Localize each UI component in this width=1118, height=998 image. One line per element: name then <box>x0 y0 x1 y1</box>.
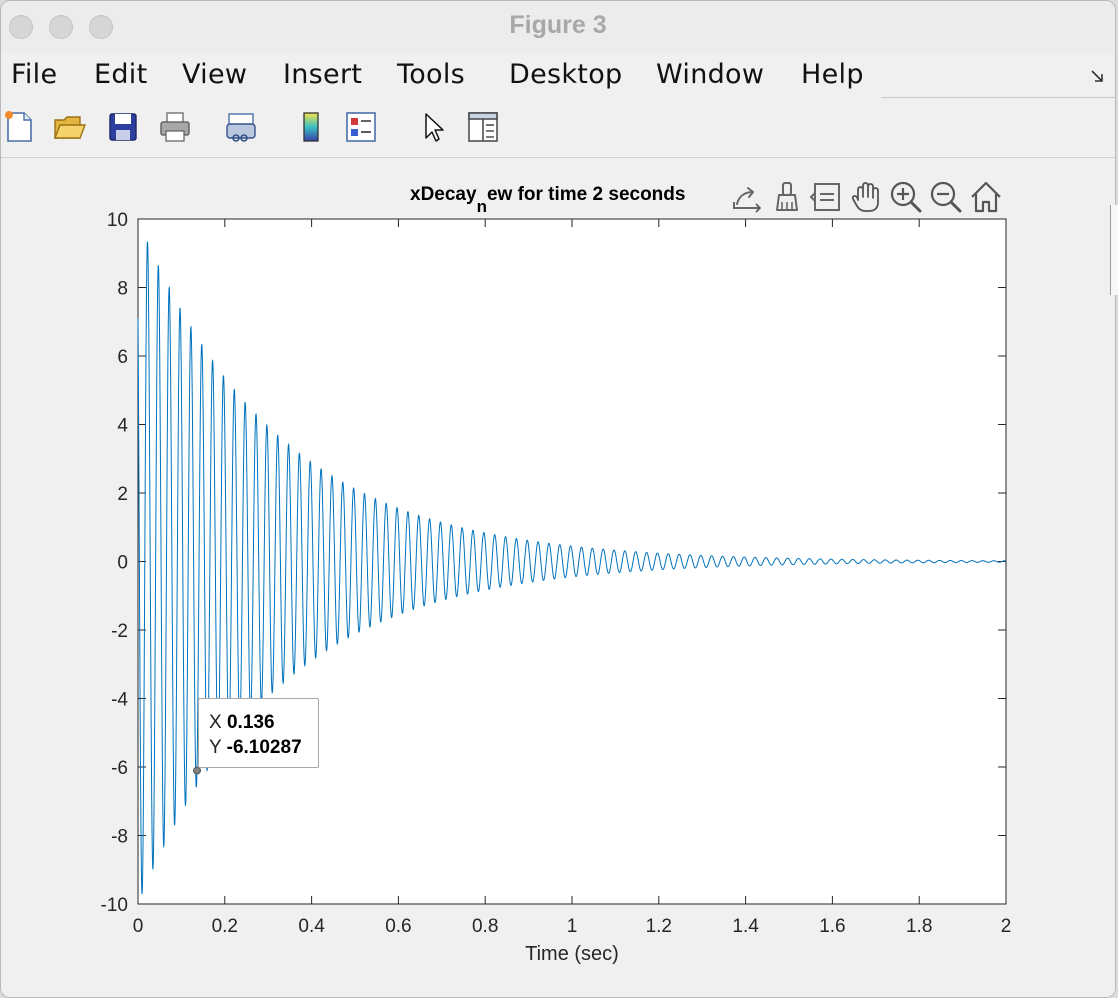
side-panel-edge <box>1110 205 1118 295</box>
datatip-marker[interactable] <box>193 766 202 775</box>
axes-toolbar <box>726 177 1006 217</box>
x-tick-label: 1.2 <box>646 916 672 937</box>
colorbar-icon[interactable] <box>293 109 329 145</box>
edit-plot-arrow-icon[interactable] <box>415 109 451 145</box>
export-icon[interactable] <box>726 177 766 217</box>
y-tick-label: -6 <box>111 758 128 779</box>
x-tick-label: 1 <box>567 916 578 937</box>
y-tick-label: 2 <box>117 484 128 505</box>
axis-tick-labels: 0 0.2 0.4 0.6 0.8 1 1.2 1.4 1.6 1.8 2 -10 -8 -6 -4 -2 0 2… <box>101 210 1012 937</box>
axis-ticks <box>137 218 1007 905</box>
data-tips-icon[interactable] <box>806 177 846 217</box>
x-tick-label: 2 <box>1001 916 1012 937</box>
print-icon[interactable] <box>157 109 193 145</box>
x-tick-label: 1.8 <box>906 916 932 937</box>
x-tick-label: 0.4 <box>298 916 325 937</box>
y-tick-label: 10 <box>107 210 128 231</box>
menu-file[interactable]: File <box>11 59 58 90</box>
y-tick-label: -8 <box>111 827 128 848</box>
x-tick-label: 0 <box>133 916 144 937</box>
datatip-y-value: -6.10287 <box>226 737 302 758</box>
x-tick-label: 0.8 <box>472 916 498 937</box>
zoom-in-icon[interactable] <box>886 177 926 217</box>
open-file-icon[interactable] <box>51 109 87 145</box>
title-bar: Figure 3 <box>1 1 1115 53</box>
menu-insert[interactable]: Insert <box>283 59 363 90</box>
home-icon[interactable] <box>966 177 1006 217</box>
x-tick-label: 0.6 <box>385 916 411 937</box>
y-tick-label: 0 <box>117 553 128 574</box>
new-figure-icon[interactable] <box>1 109 37 145</box>
datatip-y-row: Y -6.10287 <box>209 735 318 760</box>
save-icon[interactable] <box>105 109 141 145</box>
link-plot-icon[interactable] <box>223 109 259 145</box>
zoom-out-icon[interactable] <box>926 177 966 217</box>
chart-title-rest: ew for time 2 seconds <box>487 184 686 205</box>
legend-icon[interactable] <box>343 109 379 145</box>
x-axis-label: Time (sec) <box>525 943 619 965</box>
chart-title: xDecaynew for time 2 seconds <box>410 184 685 216</box>
chart-title-subscript: n <box>477 197 487 216</box>
window-title: Figure 3 <box>509 11 607 39</box>
plot-area <box>137 218 1007 905</box>
series-line <box>137 241 1007 895</box>
x-tick-label: 0.2 <box>212 916 238 937</box>
datatip-x-value: 0.136 <box>226 712 275 733</box>
menu-bar: File Edit View Insert Tools Desktop Wind… <box>1 57 1115 99</box>
zoom-window-button[interactable] <box>89 15 113 39</box>
menu-edit[interactable]: Edit <box>94 59 148 90</box>
pan-hand-icon[interactable] <box>846 177 886 217</box>
menu-desktop[interactable]: Desktop <box>509 59 623 90</box>
menu-help[interactable]: Help <box>801 59 864 90</box>
brush-icon[interactable] <box>766 177 806 217</box>
menu-view[interactable]: View <box>182 59 248 90</box>
property-inspector-icon[interactable] <box>465 109 501 145</box>
menubar-divider <box>881 97 1115 98</box>
y-tick-label: 8 <box>117 279 128 300</box>
dock-arrow-icon[interactable] <box>1090 69 1104 88</box>
menu-window[interactable]: Window <box>656 59 765 90</box>
datatip-x-row: X 0.136 <box>209 710 318 735</box>
figure-toolbar <box>1 101 1115 158</box>
datatip-y-label: Y <box>209 737 222 758</box>
minimize-window-button[interactable] <box>49 15 73 39</box>
close-window-button[interactable] <box>9 15 33 39</box>
y-tick-label: -2 <box>111 621 128 642</box>
x-tick-label: 1.4 <box>732 916 759 937</box>
y-tick-label: -10 <box>101 895 128 916</box>
x-tick-label: 1.6 <box>819 916 845 937</box>
y-tick-label: 6 <box>117 347 128 368</box>
datatip-box[interactable]: X 0.136 Y -6.10287 <box>198 698 319 768</box>
datatip-x-label: X <box>209 712 222 733</box>
chart-title-main: xDecay <box>410 184 477 205</box>
menu-tools[interactable]: Tools <box>397 59 466 90</box>
y-tick-label: -4 <box>111 690 128 711</box>
y-tick-label: 4 <box>117 416 128 437</box>
